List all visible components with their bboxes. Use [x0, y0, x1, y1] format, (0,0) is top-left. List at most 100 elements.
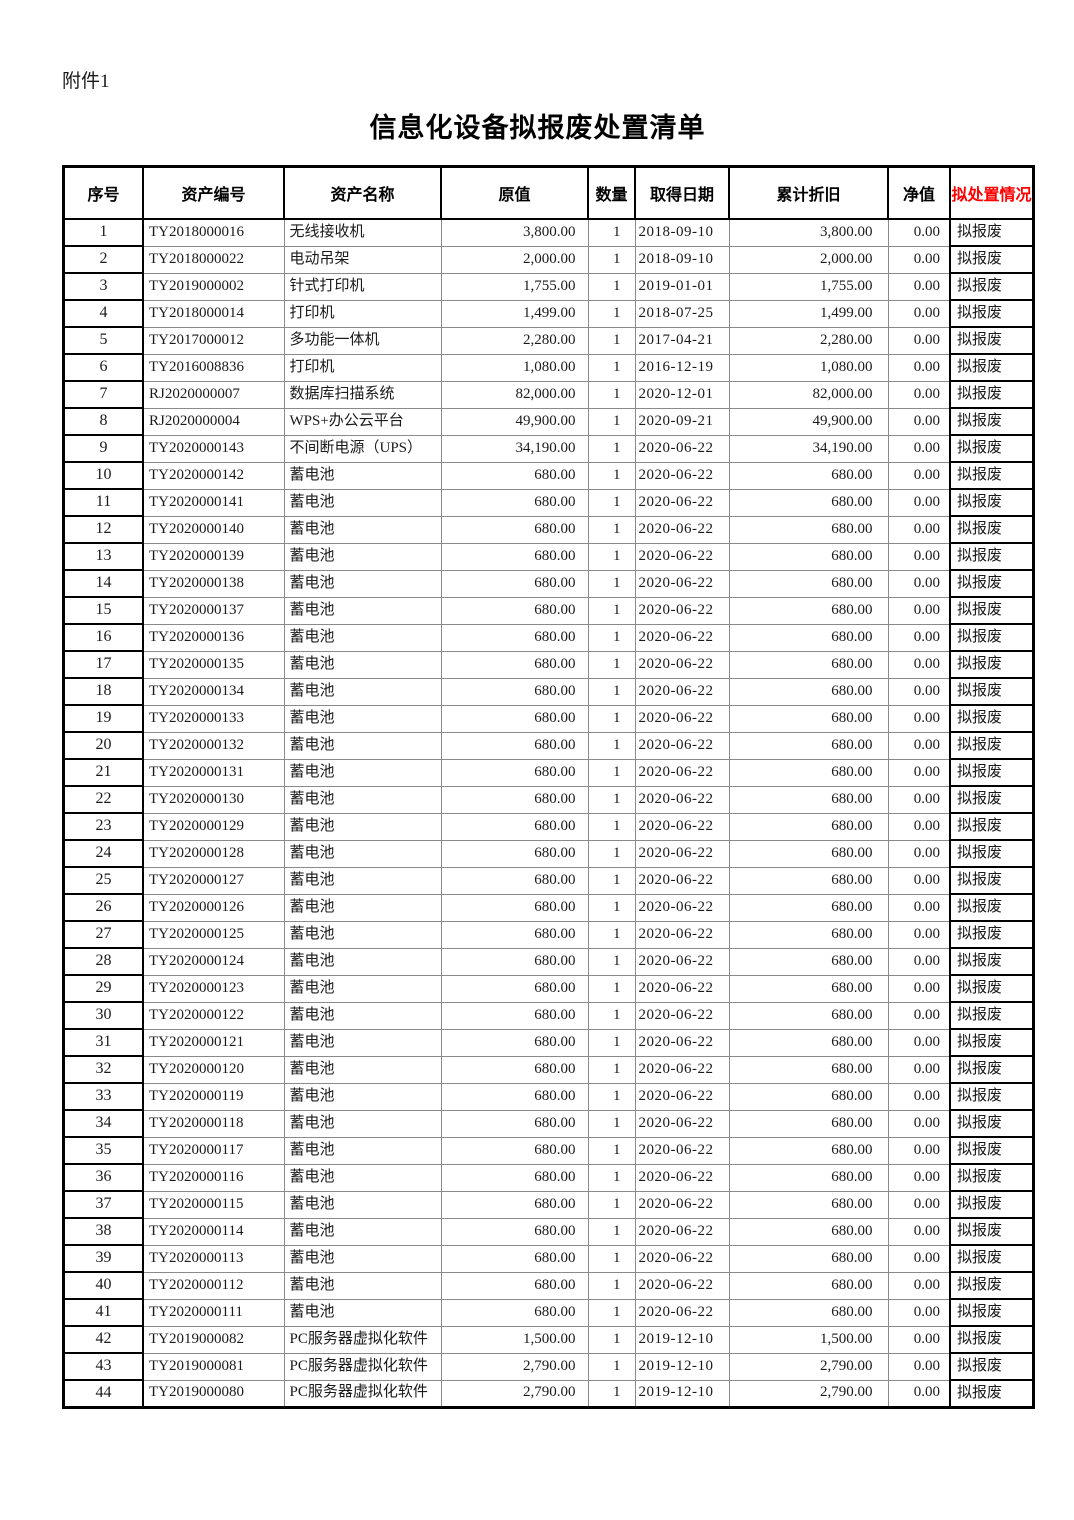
cell-original-value: 680.00 [440, 1190, 589, 1219]
cell-accumulated-depreciation: 680.00 [728, 542, 889, 571]
cell-index: 19 [62, 704, 144, 733]
cell-index: 35 [62, 1136, 144, 1165]
cell-asset-no: TY2017000012 [142, 326, 285, 355]
cell-asset-name: 针式打印机 [283, 272, 442, 301]
table-row: 36 TY2020000116 蓄电池 680.00 1 2020-06-22 680.00… [62, 1163, 1035, 1192]
cell-disposal-status: 拟报废 [949, 650, 1035, 679]
table-row: 42 TY2019000082 PC服务器虚拟化软件 1,500.00 1 2019-12… [62, 1325, 1035, 1354]
cell-accumulated-depreciation: 680.00 [728, 1298, 889, 1327]
cell-asset-name: 蓄电池 [283, 596, 442, 625]
cell-asset-name: 蓄电池 [283, 839, 442, 868]
table-row: 25 TY2020000127 蓄电池 680.00 1 2020-06-22 680.00… [62, 866, 1035, 895]
cell-disposal-status: 拟报废 [949, 812, 1035, 841]
cell-original-value: 680.00 [440, 1136, 589, 1165]
cell-asset-no: TY2020000124 [142, 947, 285, 976]
cell-net-value: 0.00 [887, 542, 951, 571]
cell-acquire-date: 2020-06-22 [634, 461, 730, 490]
cell-index: 20 [62, 731, 144, 760]
cell-index: 41 [62, 1298, 144, 1327]
cell-disposal-status: 拟报废 [949, 1028, 1035, 1057]
cell-disposal-status: 拟报废 [949, 1298, 1035, 1327]
cell-quantity: 1 [587, 812, 636, 841]
cell-quantity: 1 [587, 1325, 636, 1354]
table-row: 3 TY2019000002 针式打印机 1,755.00 1 2019-01-01 1,7… [62, 272, 1035, 301]
cell-asset-name: 蓄电池 [283, 1298, 442, 1327]
cell-acquire-date: 2020-06-22 [634, 1190, 730, 1219]
cell-net-value: 0.00 [887, 1244, 951, 1273]
cell-accumulated-depreciation: 680.00 [728, 758, 889, 787]
cell-asset-name: 蓄电池 [283, 677, 442, 706]
table-row: 13 TY2020000139 蓄电池 680.00 1 2020-06-22 680.00… [62, 542, 1035, 571]
cell-quantity: 1 [587, 866, 636, 895]
cell-quantity: 1 [587, 1379, 636, 1408]
cell-asset-no: RJ2020000007 [142, 380, 285, 409]
cell-disposal-status: 拟报废 [949, 1109, 1035, 1138]
cell-disposal-status: 拟报废 [949, 1190, 1035, 1219]
cell-disposal-status: 拟报废 [949, 974, 1035, 1003]
cell-acquire-date: 2020-06-22 [634, 542, 730, 571]
cell-index: 24 [62, 839, 144, 868]
cell-net-value: 0.00 [887, 326, 951, 355]
cell-acquire-date: 2016-12-19 [634, 353, 730, 382]
cell-asset-no: TY2020000129 [142, 812, 285, 841]
cell-index: 33 [62, 1082, 144, 1111]
cell-acquire-date: 2020-06-22 [634, 1217, 730, 1246]
cell-acquire-date: 2020-06-22 [634, 839, 730, 868]
cell-accumulated-depreciation: 1,755.00 [728, 272, 889, 301]
cell-original-value: 680.00 [440, 731, 589, 760]
cell-original-value: 680.00 [440, 785, 589, 814]
cell-disposal-status: 拟报废 [949, 245, 1035, 274]
cell-acquire-date: 2020-06-22 [634, 434, 730, 463]
cell-original-value: 2,790.00 [440, 1379, 589, 1408]
cell-accumulated-depreciation: 2,280.00 [728, 326, 889, 355]
cell-accumulated-depreciation: 680.00 [728, 1190, 889, 1219]
cell-asset-name: 电动吊架 [283, 245, 442, 274]
table-row: 11 TY2020000141 蓄电池 680.00 1 2020-06-22 680.00… [62, 488, 1035, 517]
cell-index: 11 [62, 488, 144, 517]
cell-accumulated-depreciation: 2,000.00 [728, 245, 889, 274]
table-row: 14 TY2020000138 蓄电池 680.00 1 2020-06-22 680.00… [62, 569, 1035, 598]
cell-quantity: 1 [587, 1055, 636, 1084]
cell-asset-no: TY2016008836 [142, 353, 285, 382]
cell-net-value: 0.00 [887, 893, 951, 922]
table-row: 18 TY2020000134 蓄电池 680.00 1 2020-06-22 680.00… [62, 677, 1035, 706]
cell-quantity: 1 [587, 677, 636, 706]
cell-accumulated-depreciation: 82,000.00 [728, 380, 889, 409]
cell-original-value: 680.00 [440, 866, 589, 895]
table-row: 30 TY2020000122 蓄电池 680.00 1 2020-06-22 680.00… [62, 1001, 1035, 1030]
cell-acquire-date: 2020-06-22 [634, 1109, 730, 1138]
cell-original-value: 680.00 [440, 920, 589, 949]
cell-net-value: 0.00 [887, 1217, 951, 1246]
cell-index: 43 [62, 1352, 144, 1381]
cell-quantity: 1 [587, 1298, 636, 1327]
cell-quantity: 1 [587, 1136, 636, 1165]
cell-asset-no: TY2020000116 [142, 1163, 285, 1192]
cell-disposal-status: 拟报废 [949, 1379, 1035, 1409]
cell-accumulated-depreciation: 680.00 [728, 974, 889, 1003]
cell-disposal-status: 拟报废 [949, 731, 1035, 760]
cell-quantity: 1 [587, 1271, 636, 1300]
cell-original-value: 680.00 [440, 893, 589, 922]
cell-original-value: 680.00 [440, 623, 589, 652]
column-header-accumulated-depreciation: 累计折旧 [728, 165, 889, 220]
cell-index: 26 [62, 893, 144, 922]
cell-index: 22 [62, 785, 144, 814]
cell-asset-no: TY2020000135 [142, 650, 285, 679]
table-row: 35 TY2020000117 蓄电池 680.00 1 2020-06-22 680.00… [62, 1136, 1035, 1165]
cell-asset-no: TY2020000119 [142, 1082, 285, 1111]
cell-quantity: 1 [587, 488, 636, 517]
cell-asset-name: 蓄电池 [283, 812, 442, 841]
cell-disposal-status: 拟报废 [949, 1001, 1035, 1030]
cell-original-value: 1,755.00 [440, 272, 589, 301]
cell-asset-no: TY2020000137 [142, 596, 285, 625]
table-row: 27 TY2020000125 蓄电池 680.00 1 2020-06-22 680.00… [62, 920, 1035, 949]
cell-index: 29 [62, 974, 144, 1003]
cell-net-value: 0.00 [887, 947, 951, 976]
cell-asset-no: TY2020000131 [142, 758, 285, 787]
cell-quantity: 1 [587, 380, 636, 409]
cell-original-value: 680.00 [440, 1028, 589, 1057]
cell-asset-no: TY2020000114 [142, 1217, 285, 1246]
cell-original-value: 680.00 [440, 1244, 589, 1273]
cell-acquire-date: 2017-04-21 [634, 326, 730, 355]
cell-disposal-status: 拟报废 [949, 1082, 1035, 1111]
